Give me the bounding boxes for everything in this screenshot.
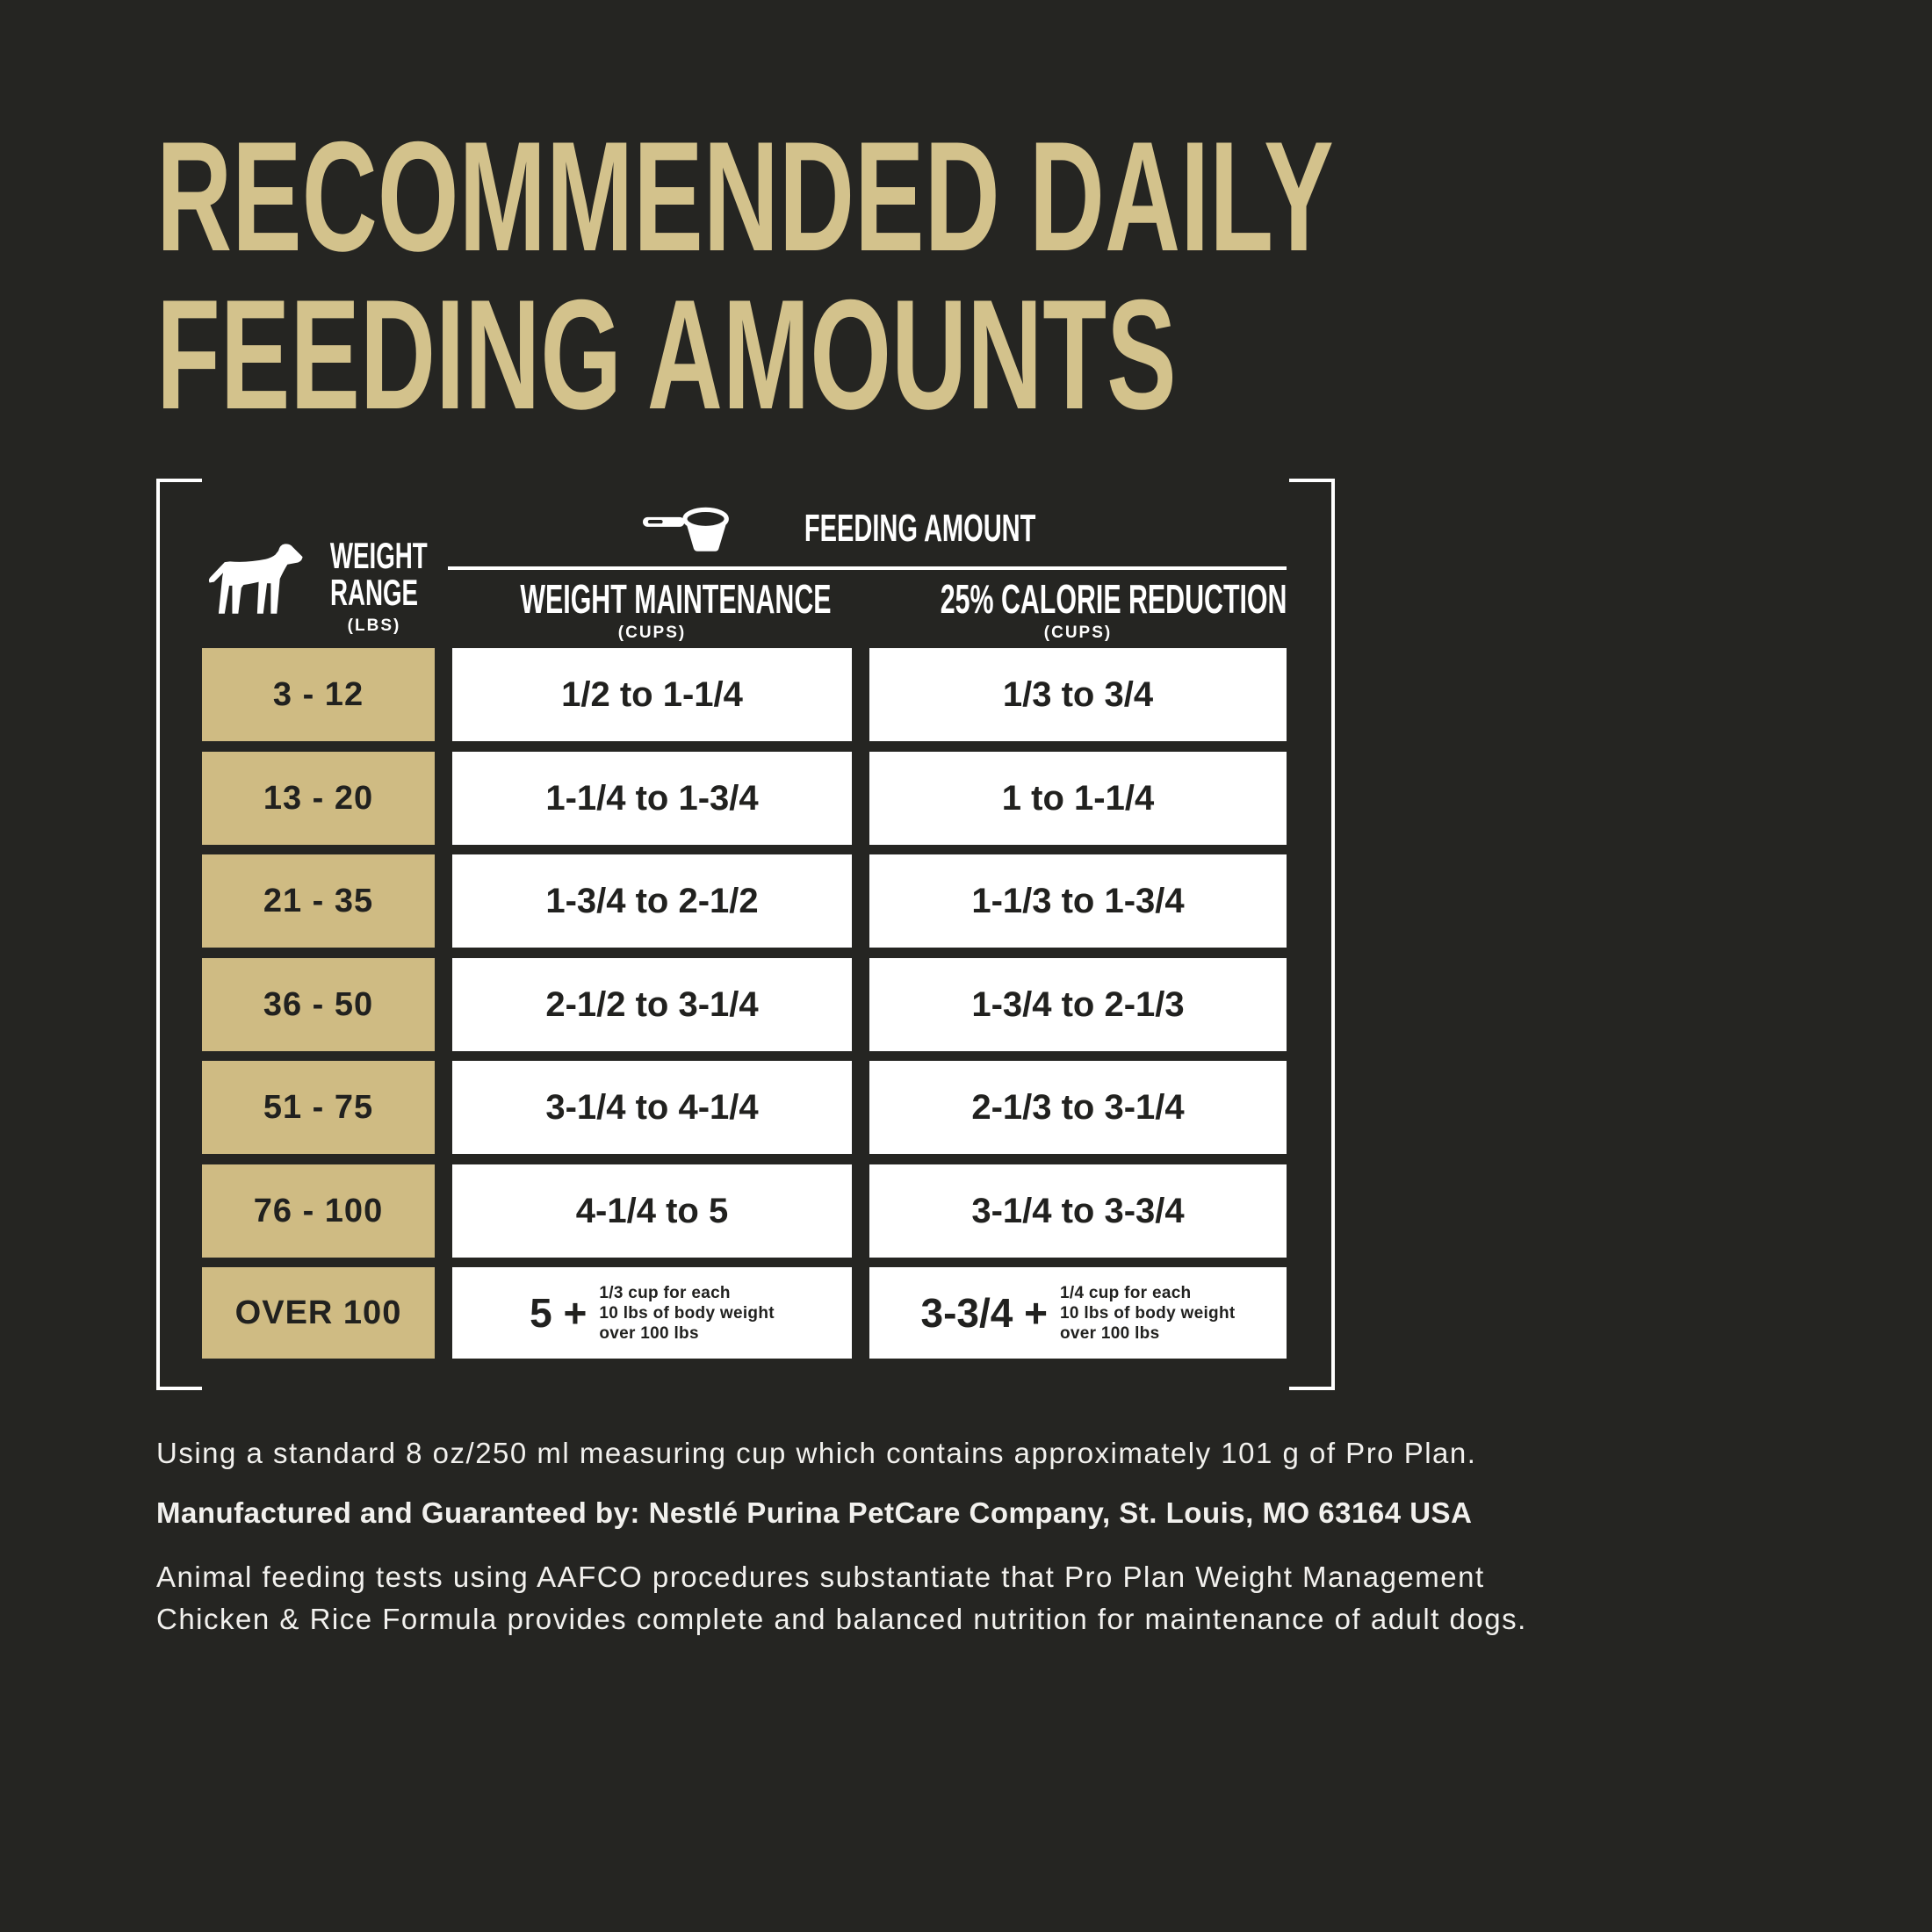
page-title-line1: RECOMMENDED DAILY xyxy=(156,109,1334,284)
weight-range-cell: 3 - 12 xyxy=(202,648,435,741)
feeding-amount-label: FEEDING AMOUNT xyxy=(804,507,1036,550)
reduction-cell: 2-1/3 to 3-1/4 xyxy=(869,1061,1287,1154)
weight-range-cell: 13 - 20 xyxy=(202,752,435,845)
page-title: RECOMMENDED DAILY FEEDING AMOUNTS xyxy=(156,118,1914,434)
bracket-right-top-arm xyxy=(1289,479,1335,482)
column-header-maintenance: WEIGHT MAINTENANCE (CUPS) xyxy=(452,576,852,643)
measuring-cup-note: Using a standard 8 oz/250 ml measuring c… xyxy=(156,1437,1477,1469)
reduction-cell: 1-1/3 to 1-3/4 xyxy=(869,854,1287,948)
reduction-cell: 1/3 to 3/4 xyxy=(869,648,1287,741)
column-header-maintenance-unit: (CUPS) xyxy=(617,624,687,642)
maintenance-cell: 1-3/4 to 2-1/2 xyxy=(452,854,852,948)
table-row: 51 - 75 3-1/4 to 4-1/4 2-1/3 to 3-1/4 xyxy=(0,1061,1932,1154)
weight-range-cell: 21 - 35 xyxy=(202,854,435,948)
header-divider-rule xyxy=(448,566,1287,570)
column-header-reduction: 25% CALORIE REDUCTION (CUPS) xyxy=(869,576,1287,643)
weight-range-cell: 76 - 100 xyxy=(202,1164,435,1258)
bracket-left-top-arm xyxy=(156,479,202,482)
reduction-cell: 3-3/4 + 1/4 cup for each 10 lbs of body … xyxy=(869,1267,1287,1359)
column-header-reduction-title: 25% CALORIE REDUCTION xyxy=(940,576,1287,622)
dog-icon xyxy=(208,544,303,614)
table-row: 21 - 35 1-3/4 to 2-1/2 1-1/3 to 1-3/4 xyxy=(0,854,1932,948)
feeding-amount-header: FEEDING AMOUNT xyxy=(452,502,1287,555)
weight-range-header-line1: WEIGHT xyxy=(329,535,428,576)
maintenance-cell: 3-1/4 to 4-1/4 xyxy=(452,1061,852,1154)
reduction-base-amount: 3-3/4 + xyxy=(920,1290,1049,1336)
reduction-cell: 1-3/4 to 2-1/3 xyxy=(869,958,1287,1051)
weight-range-cell: OVER 100 xyxy=(202,1267,435,1359)
table-row: 36 - 50 2-1/2 to 3-1/4 1-3/4 to 2-1/3 xyxy=(0,958,1932,1051)
column-header-reduction-unit: (CUPS) xyxy=(1043,624,1113,642)
bracket-right xyxy=(1331,479,1335,1390)
maintenance-cell: 1/2 to 1-1/4 xyxy=(452,648,852,741)
table-row: 3 - 12 1/2 to 1-1/4 1/3 to 3/4 xyxy=(0,648,1932,741)
table-row: OVER 100 5 + 1/3 cup for each 10 lbs of … xyxy=(0,1267,1932,1359)
weight-range-unit: (LBS) xyxy=(347,616,401,635)
table-row: 13 - 20 1-1/4 to 1-3/4 1 to 1-1/4 xyxy=(0,752,1932,845)
weight-range-header-line2: RANGE xyxy=(329,572,419,613)
reduction-cell: 3-1/4 to 3-3/4 xyxy=(869,1164,1287,1258)
maintenance-note: 1/3 cup for each 10 lbs of body weight o… xyxy=(599,1283,775,1343)
reduction-cell: 1 to 1-1/4 xyxy=(869,752,1287,845)
footer-notes: Using a standard 8 oz/250 ml measuring c… xyxy=(156,1437,1684,1640)
page-title-line2: FEEDING AMOUNTS xyxy=(156,267,1177,442)
aafco-statement: Animal feeding tests using AAFCO procedu… xyxy=(156,1561,1527,1635)
manufacturer-note: Manufactured and Guaranteed by: Nestlé P… xyxy=(156,1496,1473,1529)
weight-range-cell: 51 - 75 xyxy=(202,1061,435,1154)
maintenance-cell: 4-1/4 to 5 xyxy=(452,1164,852,1258)
bracket-left xyxy=(156,479,160,1390)
bracket-left-bottom-arm xyxy=(156,1387,202,1390)
weight-range-cell: 36 - 50 xyxy=(202,958,435,1051)
table-row: 76 - 100 4-1/4 to 5 3-1/4 to 3-3/4 xyxy=(0,1164,1932,1258)
reduction-note: 1/4 cup for each 10 lbs of body weight o… xyxy=(1060,1283,1236,1343)
weight-range-header: WEIGHT RANGE (LBS) xyxy=(307,537,441,636)
column-header-maintenance-title: WEIGHT MAINTENANCE xyxy=(520,576,832,622)
maintenance-cell: 5 + 1/3 cup for each 10 lbs of body weig… xyxy=(452,1267,852,1359)
maintenance-cell: 1-1/4 to 1-3/4 xyxy=(452,752,852,845)
bracket-right-bottom-arm xyxy=(1289,1387,1335,1390)
maintenance-base-amount: 5 + xyxy=(530,1290,588,1336)
maintenance-cell: 2-1/2 to 3-1/4 xyxy=(452,958,852,1051)
measuring-cup-icon xyxy=(643,507,730,551)
